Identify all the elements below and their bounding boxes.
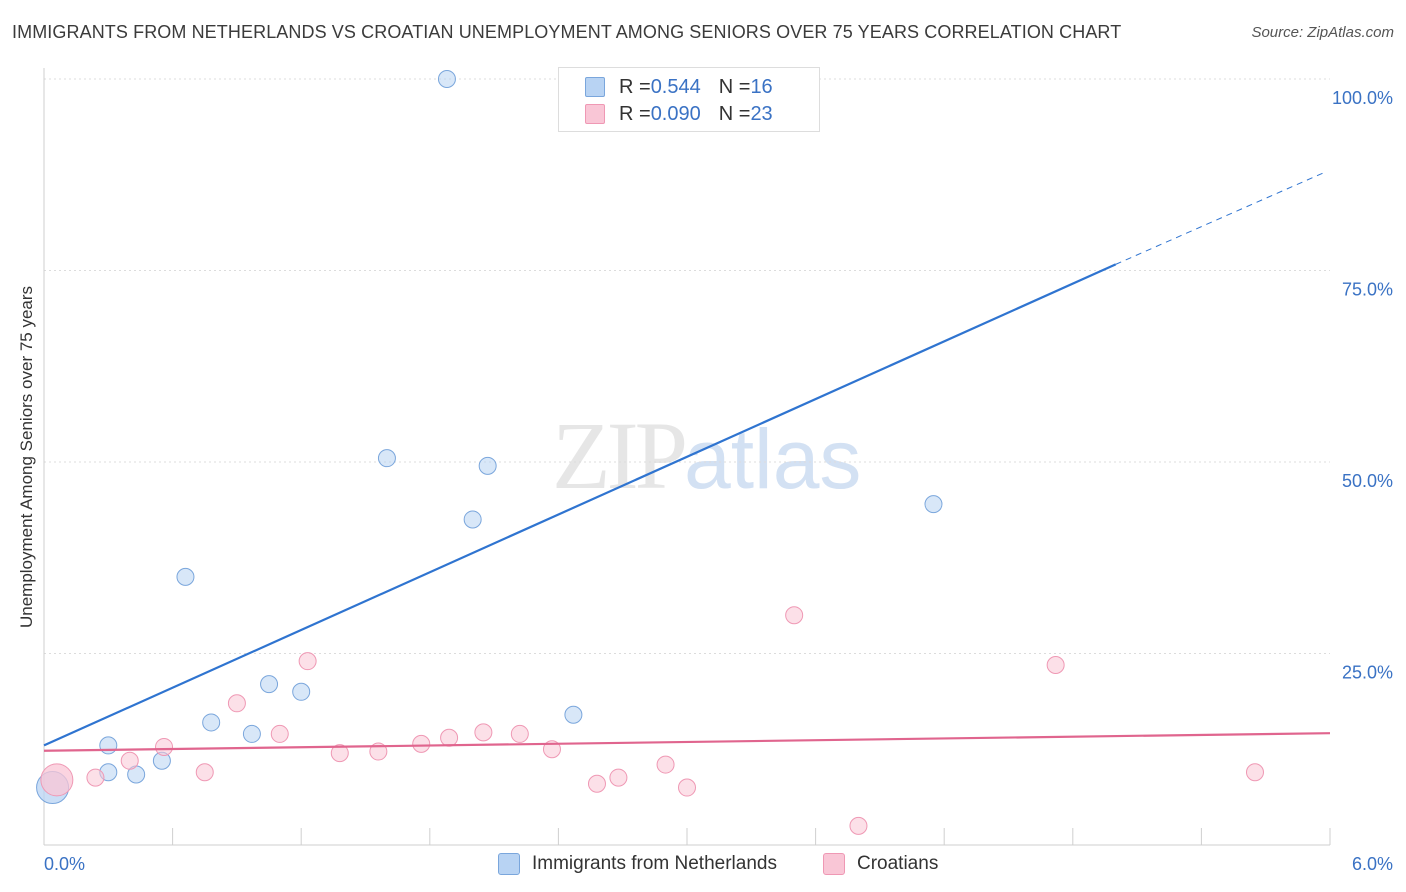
croatians-point	[1245, 763, 1264, 782]
netherlands-point	[478, 456, 497, 475]
x-tick-label: 0.0%	[44, 854, 85, 874]
croatians-point	[440, 728, 459, 747]
croatians-point	[785, 606, 804, 625]
legend-r-value: 0.090	[650, 102, 701, 125]
croatians-point	[298, 652, 317, 671]
watermark-zip: ZIP	[552, 402, 688, 509]
netherlands-point	[463, 510, 482, 529]
croatians-point	[120, 751, 139, 770]
legend-n-value: 16	[750, 75, 773, 98]
chart-title: IMMIGRANTS FROM NETHERLANDS VS CROATIAN …	[12, 22, 1122, 42]
bottom-legend-swatch-blue	[498, 853, 520, 875]
netherlands-trendline-extension	[1115, 172, 1325, 265]
netherlands-point	[202, 713, 221, 732]
legend-swatch-pink	[585, 104, 605, 124]
legend-n-label: N =	[718, 75, 751, 98]
croatians-point	[86, 768, 105, 787]
legend-row-netherlands: R = 0.544 N = 16	[585, 75, 773, 99]
croatians-point	[227, 694, 246, 713]
croatians-point	[412, 734, 431, 753]
y-tick-label: 50.0%	[1342, 471, 1393, 491]
croatians-point	[542, 740, 561, 759]
bottom-legend-croatians: Croatians	[823, 851, 938, 877]
y-tick-label: 100.0%	[1332, 88, 1393, 108]
bottom-legend-label: Immigrants from Netherlands	[532, 853, 777, 874]
x-tick-label: 6.0%	[1352, 854, 1393, 874]
croatians-point	[474, 723, 493, 742]
legend-r-label: R =	[619, 75, 651, 98]
netherlands-point	[99, 736, 118, 755]
bottom-legend-netherlands: Immigrants from Netherlands	[498, 851, 777, 877]
legend-r-value: 0.544	[650, 75, 701, 98]
croatians-point	[1046, 655, 1065, 674]
netherlands-point	[242, 724, 261, 743]
croatians-point	[40, 763, 74, 797]
y-tick-label: 75.0%	[1342, 280, 1393, 300]
y-tick-label: 25.0%	[1342, 663, 1393, 683]
watermark: ZIPatlas	[552, 400, 861, 511]
netherlands-point	[176, 567, 195, 586]
croatians-trendline	[43, 732, 1331, 752]
netherlands-point	[260, 675, 279, 694]
croatians-point	[330, 744, 349, 763]
legend-r-label: R =	[619, 102, 651, 125]
netherlands-point	[377, 449, 396, 468]
legend-row-croatians: R = 0.090 N = 23	[585, 102, 773, 126]
source-label: Source: ZipAtlas.com	[1251, 24, 1394, 41]
watermark-atlas: atlas	[684, 412, 862, 506]
netherlands-point	[564, 705, 583, 724]
netherlands-point	[437, 70, 456, 88]
croatians-point	[270, 724, 289, 743]
croatians-point	[587, 774, 606, 793]
bottom-legend-label: Croatians	[857, 853, 939, 874]
croatians-point	[510, 724, 529, 743]
croatians-point	[195, 763, 214, 782]
croatians-point	[678, 778, 696, 797]
legend-swatch-blue	[585, 77, 605, 97]
netherlands-point	[924, 495, 943, 514]
croatians-point	[849, 816, 868, 835]
netherlands-trendline	[43, 263, 1117, 747]
croatians-point	[155, 737, 174, 756]
croatians-point	[609, 768, 628, 787]
correlation-legend: R = 0.544 N = 16 R = 0.090 N = 23	[558, 67, 820, 132]
legend-n-value: 23	[750, 102, 773, 125]
croatians-point	[656, 755, 675, 774]
bottom-legend-swatch-pink	[823, 853, 845, 875]
y-axis-label: Unemployment Among Seniors over 75 years	[17, 285, 36, 629]
legend-n-label: N =	[718, 102, 751, 125]
netherlands-point	[292, 682, 311, 701]
